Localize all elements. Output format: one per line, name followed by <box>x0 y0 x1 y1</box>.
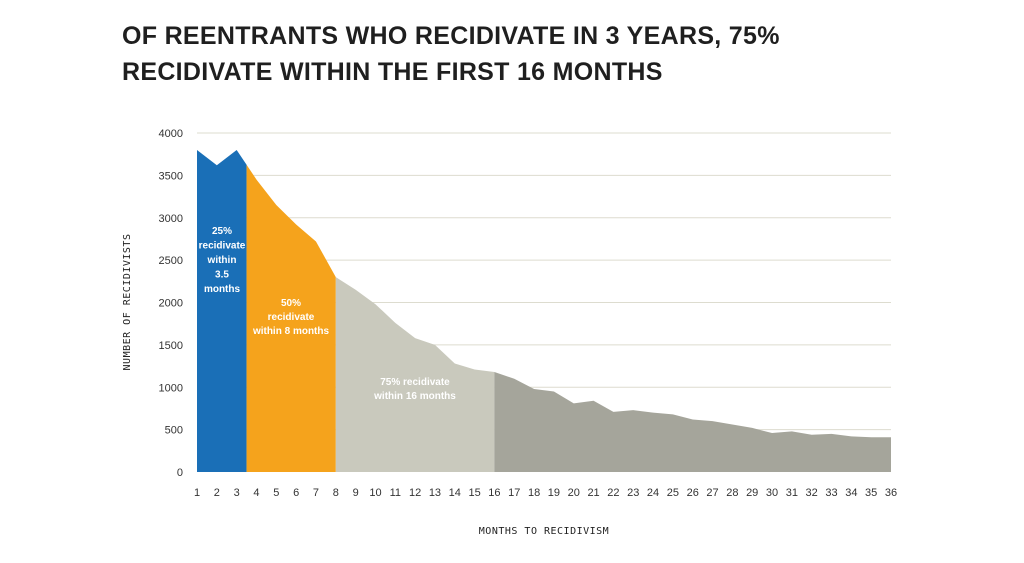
area-segment-1 <box>197 149 247 472</box>
segment-label-line: within 8 months <box>252 326 330 337</box>
segment-label-line: within <box>207 255 237 266</box>
segment-label-line: recidivate <box>268 312 315 323</box>
x-tick-label: 21 <box>587 487 599 499</box>
y-tick-label: 2500 <box>159 255 183 267</box>
x-tick-label: 32 <box>806 487 818 499</box>
chart-title-line-1: OF REENTRANTS WHO RECIDIVATE IN 3 YEARS,… <box>122 22 780 50</box>
x-tick-label: 22 <box>607 487 619 499</box>
y-tick-label: 1000 <box>159 382 183 394</box>
x-tick-label: 35 <box>865 487 877 499</box>
y-tick-label: 4000 <box>159 128 183 140</box>
area-segment-2 <box>246 164 336 472</box>
x-tick-label: 5 <box>273 487 279 499</box>
area-segments <box>197 149 891 472</box>
chart-title: OF REENTRANTS WHO RECIDIVATE IN 3 YEARS,… <box>122 18 882 90</box>
area-segment-4 <box>494 371 891 472</box>
y-tick-label: 3000 <box>159 213 183 225</box>
y-tick-label: 3500 <box>159 170 183 182</box>
x-tick-label: 10 <box>369 487 381 499</box>
x-tick-label: 25 <box>667 487 679 499</box>
segment-label-line: 25% <box>212 226 232 237</box>
x-tick-label: 3 <box>234 487 240 499</box>
x-tick-label: 17 <box>508 487 520 499</box>
x-tick-label: 13 <box>429 487 441 499</box>
segment-label-2: 50% recidivate within 8 months <box>252 298 330 337</box>
x-tick-label: 31 <box>786 487 798 499</box>
segment-label-line: months <box>204 284 241 295</box>
x-tick-label: 6 <box>293 487 299 499</box>
x-tick-label: 29 <box>746 487 758 499</box>
y-axis-label: NUMBER OF RECIDIVISTS <box>122 234 133 371</box>
x-tick-label: 34 <box>845 487 857 499</box>
y-tick-label: 2000 <box>159 298 183 310</box>
x-tick-label: 1 <box>194 487 200 499</box>
x-tick-label: 7 <box>313 487 319 499</box>
x-tick-label: 27 <box>706 487 718 499</box>
x-tick-label: 12 <box>409 487 421 499</box>
segment-label-line: 3.5 <box>215 270 229 281</box>
x-tick-label: 16 <box>488 487 500 499</box>
x-tick-label: 36 <box>885 487 897 499</box>
segment-label-line: recidivate <box>199 241 246 252</box>
x-axis-ticks: 1 2 3 4 5 6 7 8 9 10 11 12 13 14 15 16 17 18 19 20 21 22 23 24 2… <box>194 487 897 499</box>
y-tick-label: 1500 <box>159 340 183 352</box>
segment-label-line: 75% recidivate <box>380 377 450 388</box>
x-tick-label: 2 <box>214 487 220 499</box>
x-tick-label: 9 <box>353 487 359 499</box>
x-axis-label: MONTHS TO RECIDIVISM <box>479 526 609 537</box>
x-tick-label: 24 <box>647 487 659 499</box>
x-tick-label: 15 <box>468 487 480 499</box>
x-tick-label: 11 <box>390 487 401 499</box>
x-tick-label: 14 <box>449 487 461 499</box>
chart-title-line-2: RECIDIVATE WITHIN THE FIRST 16 MONTHS <box>122 58 663 86</box>
segment-label-line: 50% <box>281 298 301 309</box>
area-segment-3 <box>335 277 495 472</box>
y-axis-ticks: 0 500 1000 1500 2000 2500 3000 3500 4000 <box>159 128 183 479</box>
segment-label-3: 75% recidivate within 16 months <box>373 377 456 402</box>
x-tick-label: 28 <box>726 487 738 499</box>
x-tick-label: 20 <box>568 487 580 499</box>
x-tick-label: 18 <box>528 487 540 499</box>
x-tick-label: 30 <box>766 487 778 499</box>
x-tick-label: 19 <box>548 487 560 499</box>
segment-label-line: within 16 months <box>373 391 456 402</box>
segment-label-1: 25% recidivate within 3.5 months <box>199 226 246 295</box>
x-tick-label: 23 <box>627 487 639 499</box>
y-tick-label: 500 <box>165 425 183 437</box>
segment-annotations: 25% recidivate within 3.5 months 50% recidivat… <box>199 226 457 402</box>
x-tick-label: 8 <box>333 487 339 499</box>
x-tick-label: 4 <box>253 487 259 499</box>
x-tick-label: 33 <box>825 487 837 499</box>
y-tick-label: 0 <box>177 467 183 479</box>
x-tick-label: 26 <box>687 487 699 499</box>
